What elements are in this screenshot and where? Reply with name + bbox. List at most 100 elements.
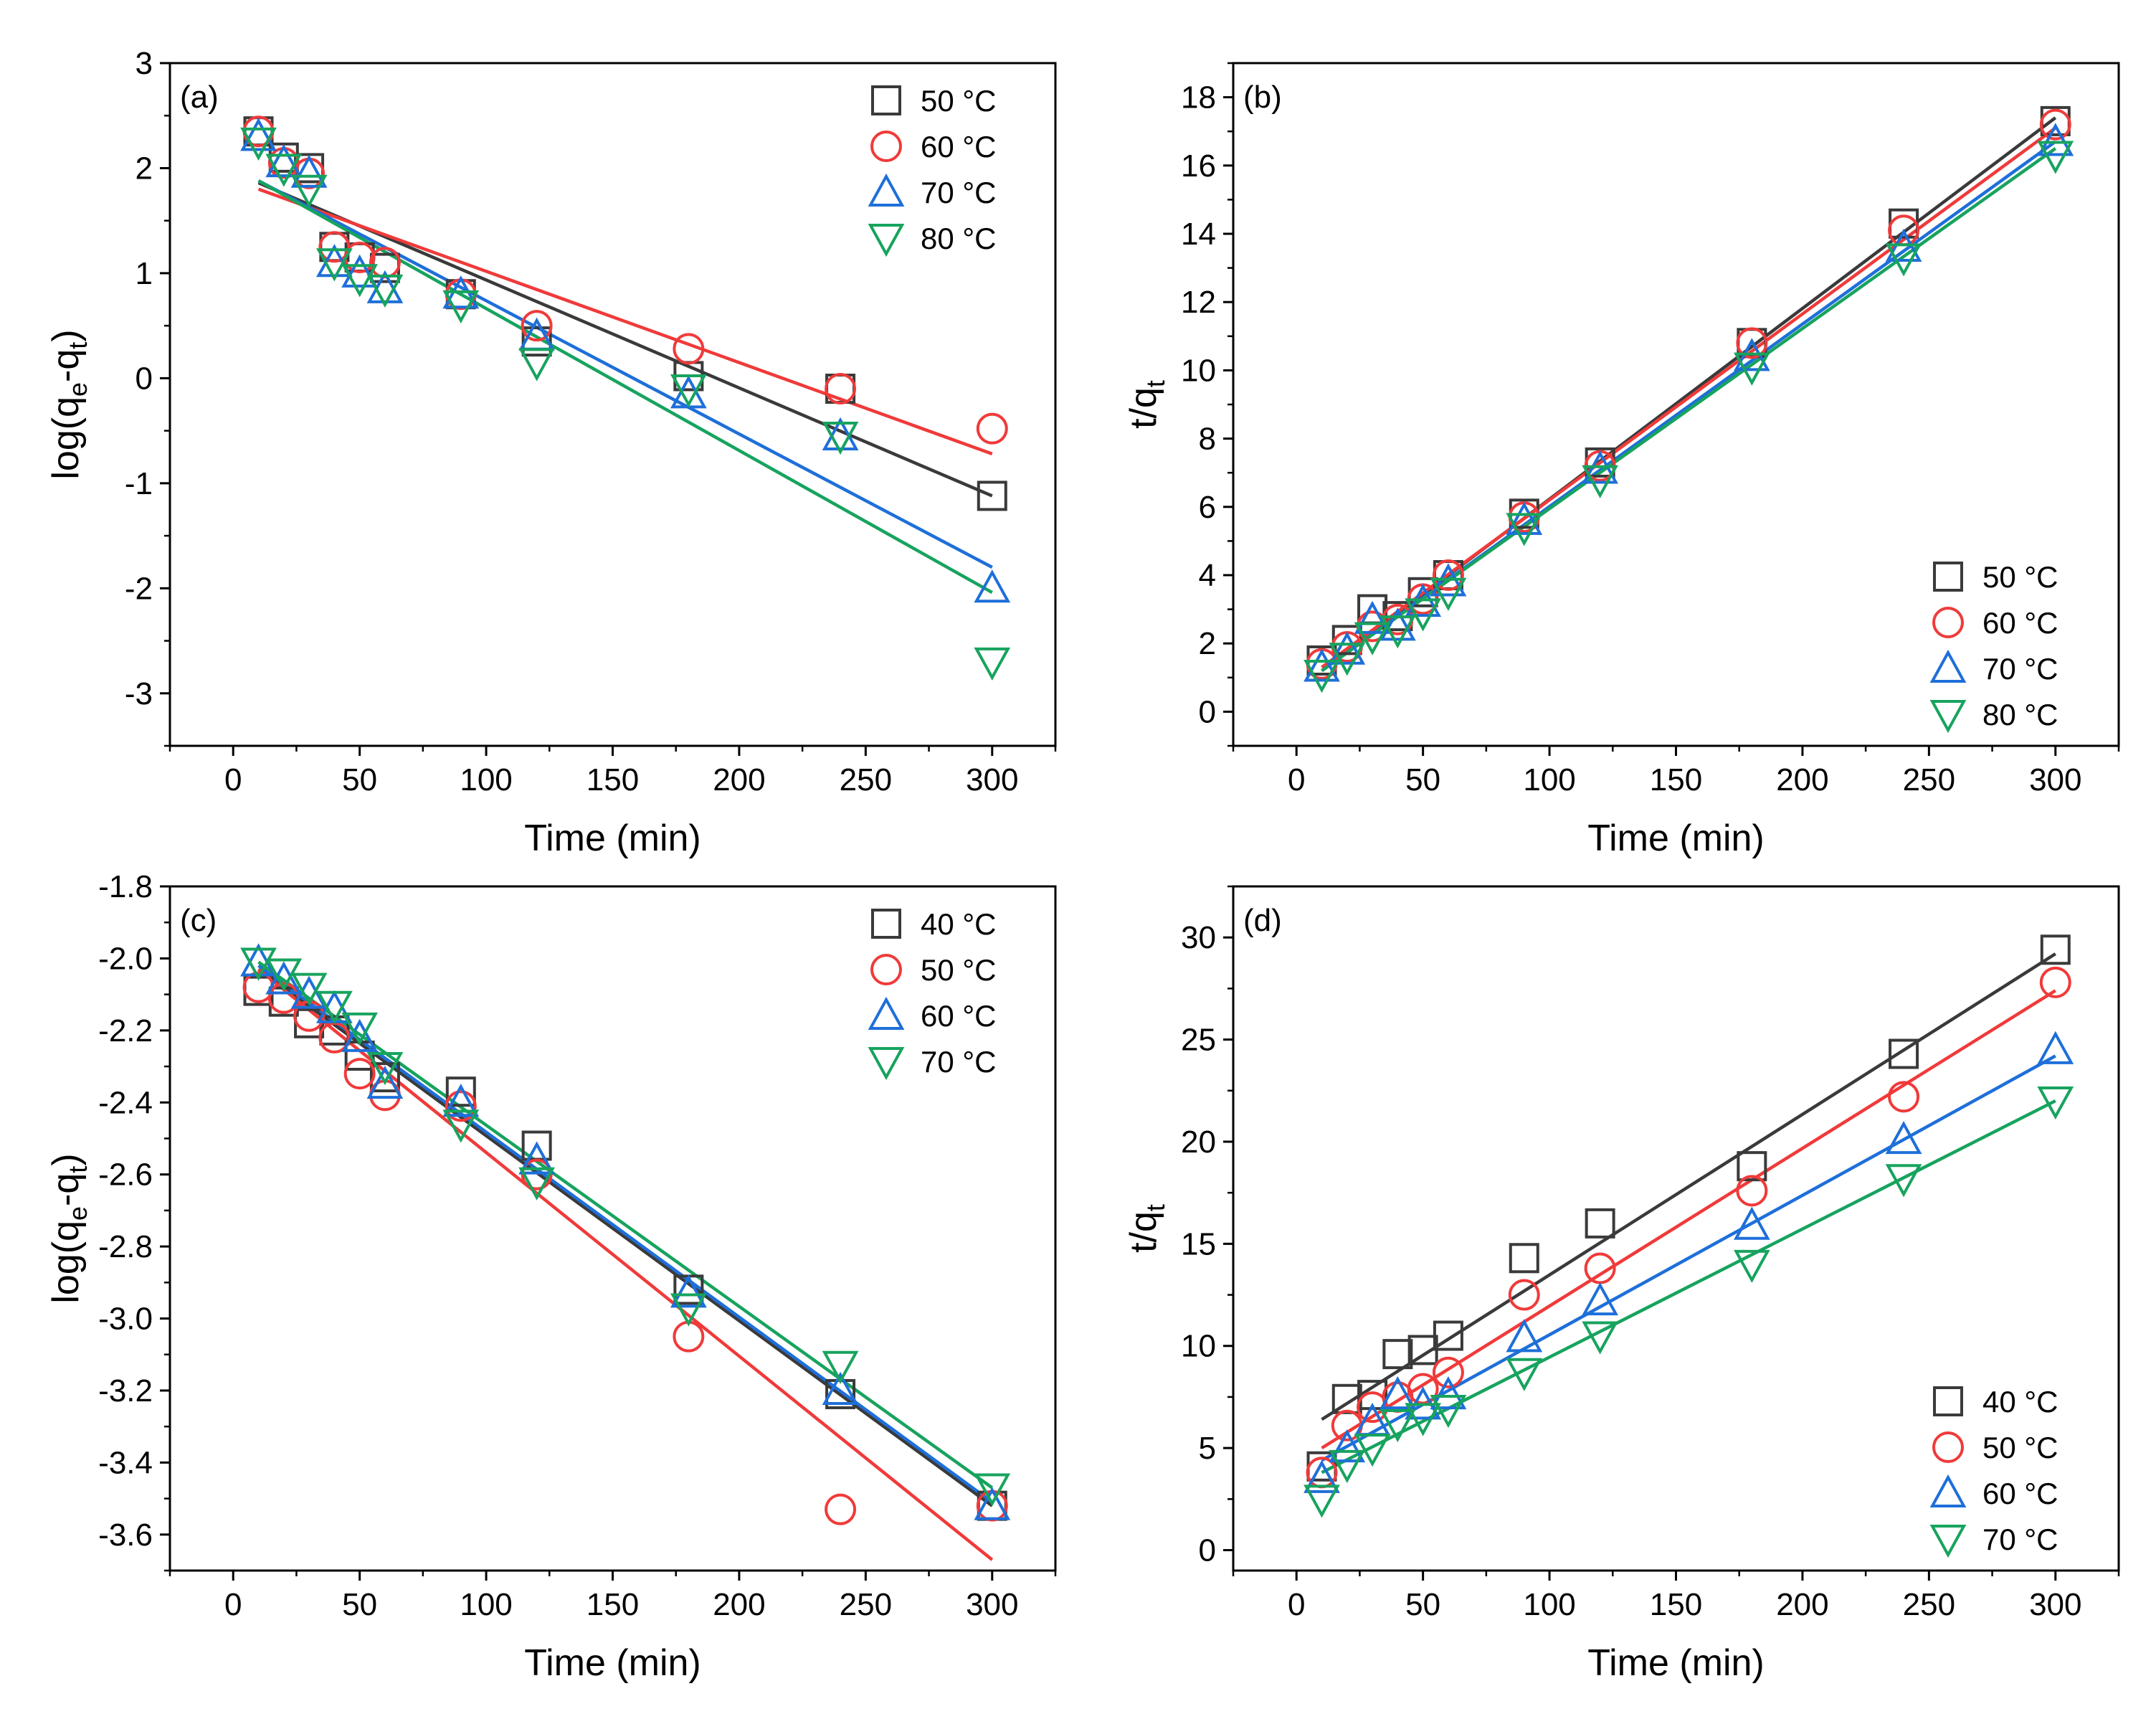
data-point bbox=[1432, 1356, 1464, 1388]
legend-marker bbox=[870, 131, 902, 162]
x-tick-label: 150 bbox=[587, 762, 639, 797]
y-tick-label: -2.8 bbox=[98, 1229, 153, 1264]
y-tick-label: 20 bbox=[1181, 1124, 1216, 1160]
x-tick-label: 250 bbox=[1903, 762, 1955, 797]
x-tick-label: 50 bbox=[1405, 762, 1440, 797]
data-point bbox=[341, 254, 379, 288]
y-tick-label: 5 bbox=[1199, 1431, 1216, 1466]
data-point bbox=[240, 127, 277, 161]
y-tick-label: 10 bbox=[1181, 1329, 1216, 1364]
data-point bbox=[343, 1058, 376, 1090]
y-tick-label: -3.0 bbox=[98, 1302, 153, 1337]
y-tick-label: 0 bbox=[1199, 1533, 1216, 1568]
x-tick-label: 150 bbox=[587, 1587, 639, 1622]
data-point bbox=[521, 1158, 553, 1190]
y-tick-label: 18 bbox=[1181, 80, 1216, 115]
fit-line bbox=[1321, 1099, 2056, 1474]
fit-line bbox=[257, 187, 993, 455]
y-tick-label: 16 bbox=[1181, 148, 1216, 184]
x-tick-label: 250 bbox=[840, 1587, 892, 1622]
data-point bbox=[2037, 1086, 2074, 1120]
x-axis-label: Time (min) bbox=[1587, 818, 1765, 859]
x-tick-label: 250 bbox=[1903, 1587, 1955, 1622]
series-points bbox=[1306, 966, 2071, 1489]
data-point bbox=[1582, 1321, 1619, 1355]
series-points bbox=[240, 943, 1011, 1520]
y-tick-label: 25 bbox=[1181, 1023, 1216, 1058]
x-tick-label: 200 bbox=[1776, 762, 1828, 797]
data-point bbox=[341, 264, 379, 298]
data-point bbox=[1506, 513, 1543, 546]
data-point bbox=[670, 1293, 707, 1327]
data-point bbox=[518, 1167, 556, 1201]
data-point bbox=[1508, 1279, 1540, 1311]
data-point bbox=[1506, 501, 1543, 535]
y-tick-label: -3.4 bbox=[98, 1445, 153, 1480]
panel-label: (b) bbox=[1243, 80, 1282, 115]
series-points bbox=[1303, 141, 2074, 693]
data-point bbox=[518, 1141, 556, 1175]
legend-label: 50 °C bbox=[921, 84, 997, 118]
y-axis-label: t/qt bbox=[1123, 380, 1170, 429]
x-axis-label: Time (min) bbox=[1587, 1642, 1765, 1684]
fit-line bbox=[257, 967, 994, 1561]
series-points bbox=[242, 115, 1008, 445]
chart-panel-b: 0 50 100 150 200 250 300 0 2 4 6 8 10 12 14 16 18 Time (m… bbox=[1123, 62, 2120, 859]
data-point bbox=[366, 1066, 404, 1099]
legend-marker bbox=[868, 996, 905, 1030]
y-tick-label: 2 bbox=[1199, 626, 1216, 661]
data-point bbox=[673, 1320, 705, 1353]
legend-marker bbox=[1933, 562, 1963, 592]
y-axis-label: log(qe-qt) bbox=[45, 1153, 92, 1303]
data-point bbox=[1506, 1358, 1543, 1391]
y-tick-label: -2.4 bbox=[98, 1085, 153, 1120]
data-point bbox=[670, 374, 707, 408]
legend-label: 80 °C bbox=[921, 222, 997, 255]
data-point bbox=[265, 961, 303, 995]
data-point bbox=[1885, 1164, 1922, 1198]
data-point bbox=[977, 480, 1007, 511]
legend-label: 50 °C bbox=[1982, 1431, 2058, 1464]
data-point bbox=[673, 333, 705, 365]
data-point bbox=[1885, 1120, 1922, 1155]
legend-label: 70 °C bbox=[1982, 1523, 2058, 1556]
data-point bbox=[315, 990, 353, 1024]
data-point bbox=[1430, 1376, 1467, 1410]
y-tick-label: -1.8 bbox=[98, 869, 153, 904]
series-points bbox=[243, 116, 1007, 511]
data-point bbox=[974, 1487, 1011, 1520]
chart-panel-d: 0 50 100 150 200 250 300 0 5 10 15 20 25 30 Time (min)… bbox=[1123, 885, 2120, 1684]
data-point bbox=[1433, 1320, 1463, 1351]
legend-label: 70 °C bbox=[921, 1045, 997, 1079]
data-point bbox=[366, 1052, 404, 1086]
y-tick-label: 8 bbox=[1199, 422, 1216, 457]
legend-marker bbox=[868, 1047, 905, 1081]
x-tick-label: 250 bbox=[840, 762, 892, 797]
y-tick-label: -2.2 bbox=[98, 1013, 153, 1048]
series-points bbox=[240, 947, 1011, 1507]
data-point bbox=[1585, 1208, 1615, 1239]
data-point bbox=[1329, 643, 1366, 676]
data-point bbox=[240, 118, 277, 151]
x-axis-label: Time (min) bbox=[524, 1642, 701, 1684]
legend-label: 60 °C bbox=[921, 999, 997, 1033]
legend-marker bbox=[871, 909, 901, 939]
x-tick-label: 100 bbox=[1523, 1587, 1575, 1622]
data-point bbox=[1733, 1249, 1770, 1283]
data-point bbox=[290, 154, 328, 188]
x-tick-label: 150 bbox=[1650, 762, 1702, 797]
data-point bbox=[521, 326, 552, 357]
legend-marker bbox=[1929, 700, 1967, 734]
x-tick-label: 0 bbox=[1288, 1587, 1305, 1622]
data-point bbox=[2037, 141, 2074, 174]
y-tick-label: 10 bbox=[1181, 353, 1216, 388]
legend-marker bbox=[1932, 607, 1964, 638]
data-point bbox=[822, 421, 859, 455]
x-tick-label: 300 bbox=[966, 762, 1018, 797]
data-point bbox=[825, 373, 857, 405]
data-point bbox=[445, 1076, 476, 1107]
data-point bbox=[822, 1350, 859, 1384]
fit-line bbox=[257, 964, 994, 1504]
legend-label: 70 °C bbox=[1982, 652, 2058, 686]
data-point bbox=[1379, 615, 1416, 649]
